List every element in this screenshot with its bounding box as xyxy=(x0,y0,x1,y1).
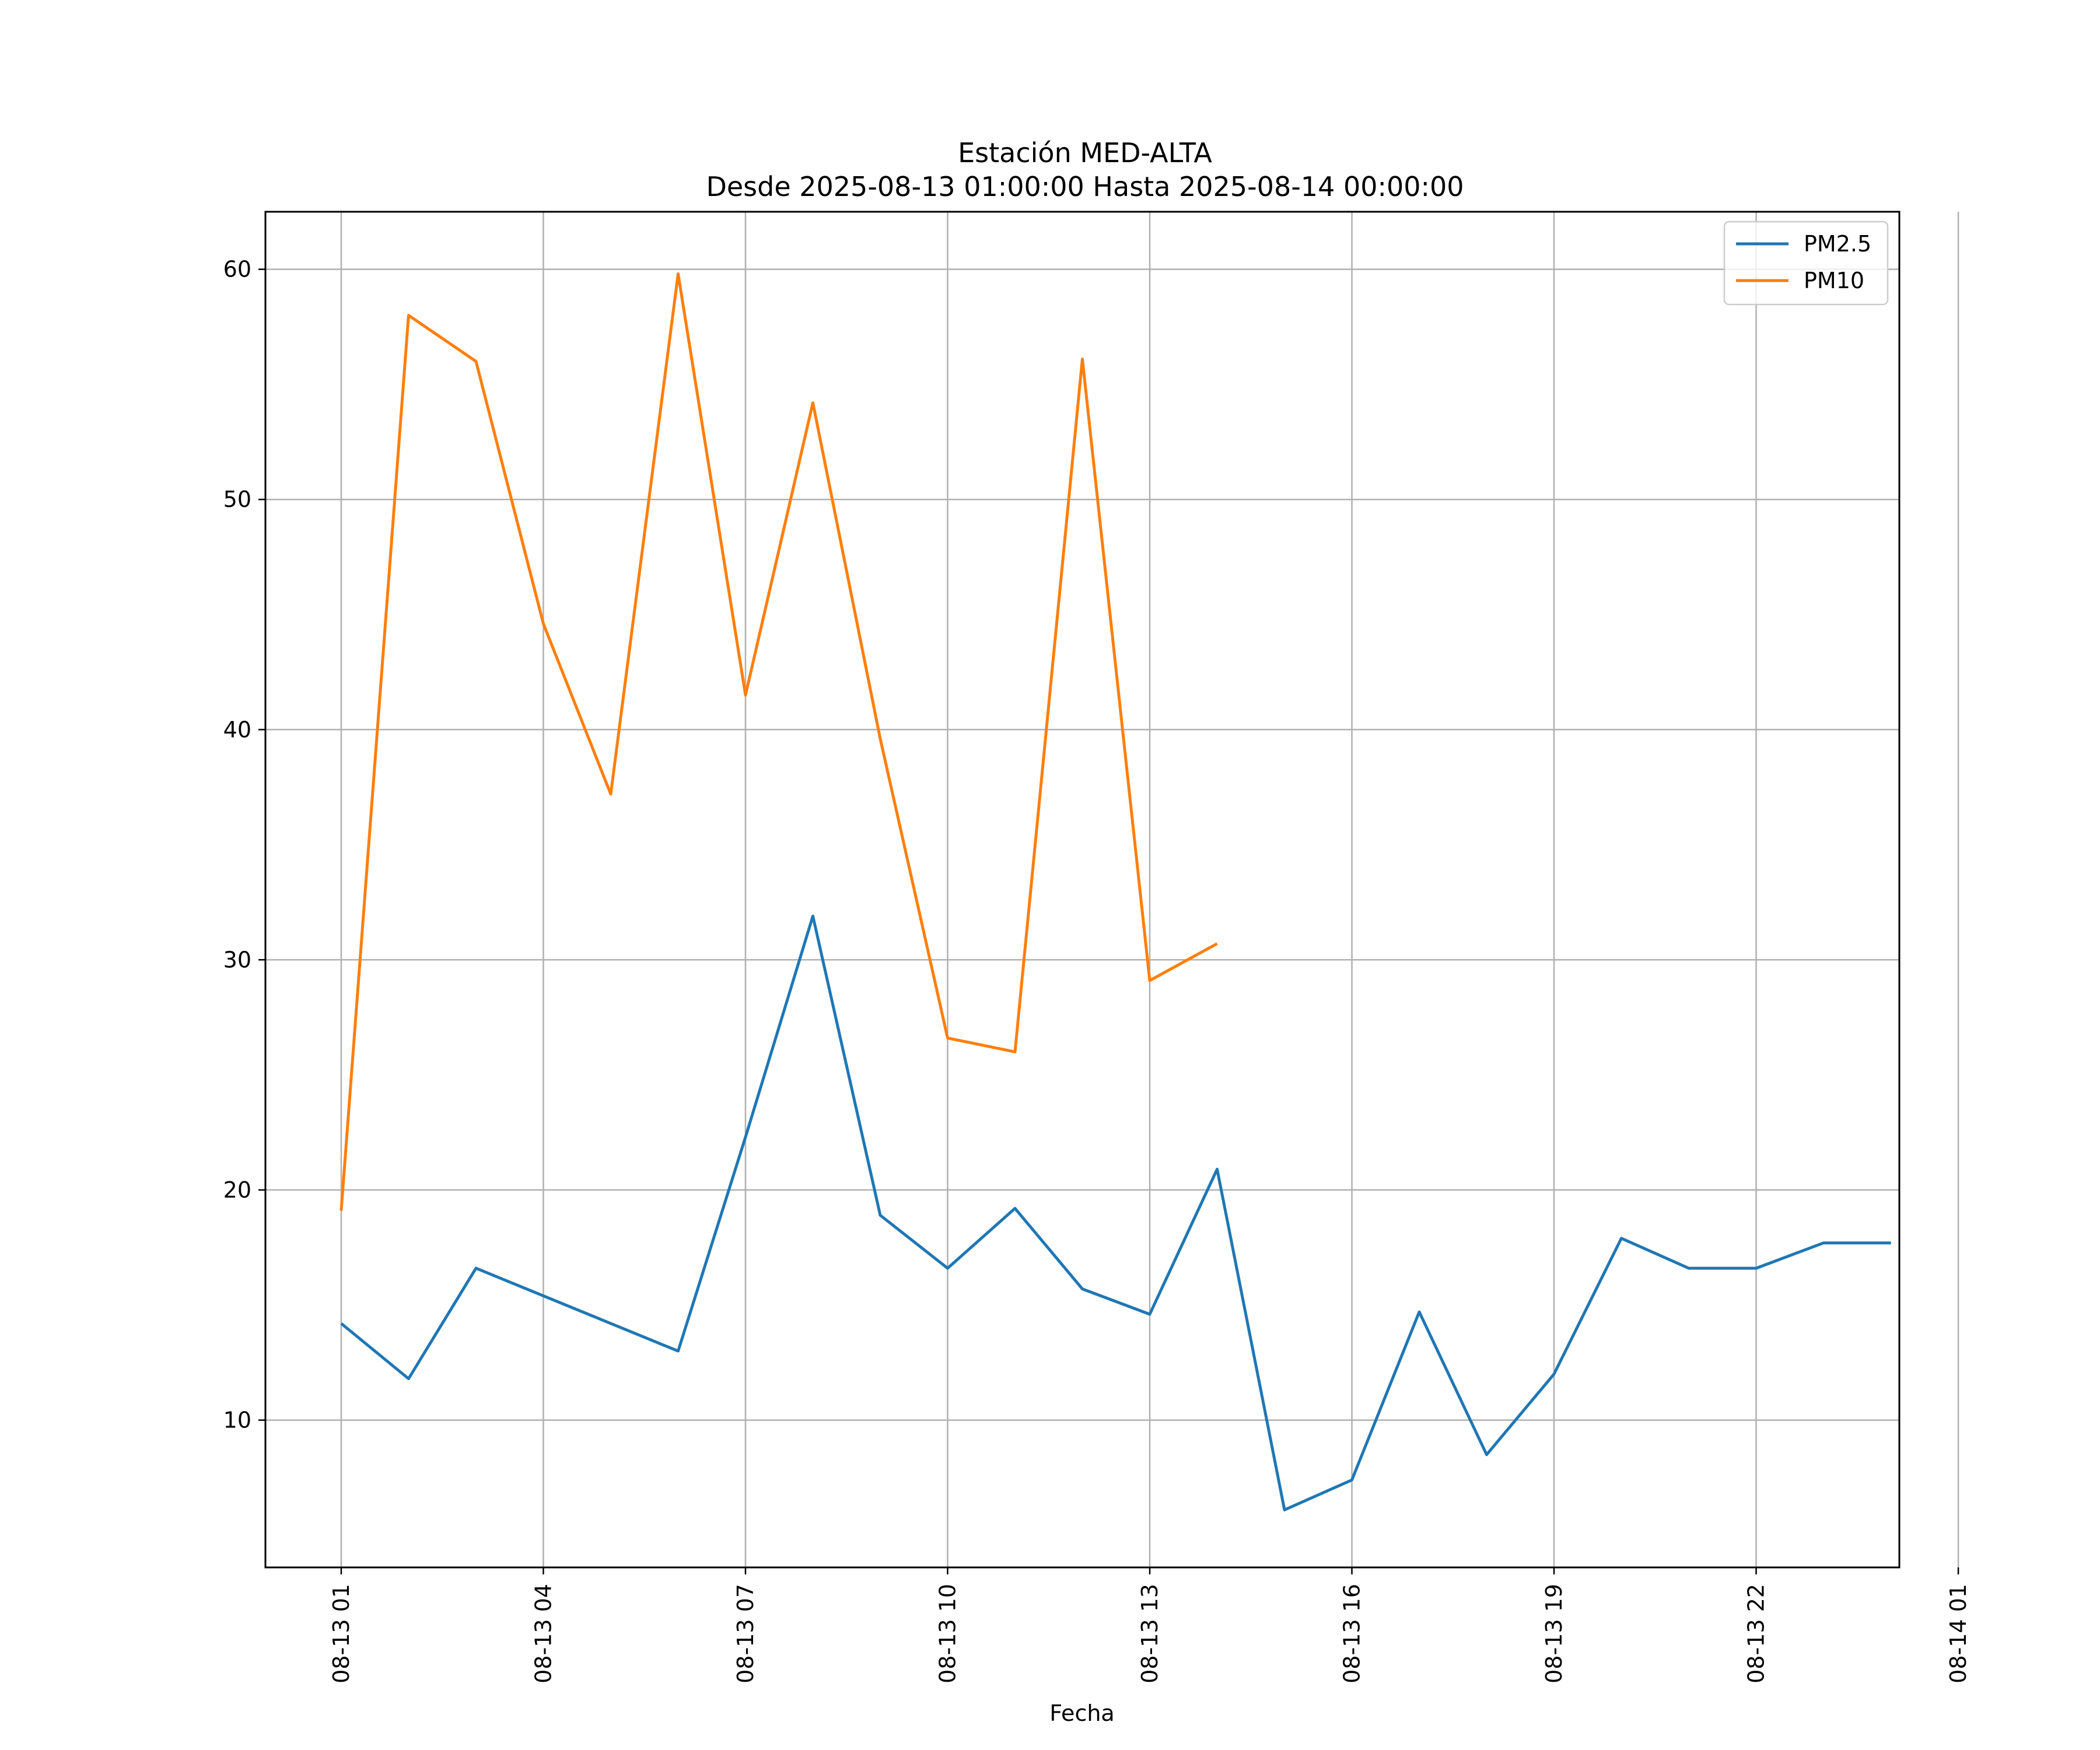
series-layer xyxy=(340,272,1891,1511)
grid-lines xyxy=(265,212,1959,1567)
legend: PM2.5 PM10 xyxy=(1723,220,1889,306)
y-tick-label: 20 xyxy=(223,1177,251,1203)
chart-title: Estación MED-ALTA xyxy=(958,137,1212,169)
x-axis-label: Fecha xyxy=(1049,1700,1114,1726)
x-axis: 08-13 01 08-13 04 08-13 07 08-13 10 08-13 13… xyxy=(328,1567,1971,1684)
x-tick-label: 08-14 01 xyxy=(1945,1584,1971,1684)
x-tick-label: 08-13 22 xyxy=(1744,1584,1769,1684)
y-tick-label: 60 xyxy=(223,257,251,282)
x-tick-label: 08-13 04 xyxy=(530,1584,556,1684)
x-tick-label: 08-13 13 xyxy=(1137,1584,1163,1684)
x-tick-label: 08-13 10 xyxy=(935,1584,960,1684)
y-tick-label: 40 xyxy=(223,717,251,743)
y-tick-label: 50 xyxy=(223,487,251,512)
plot-frame xyxy=(264,211,1901,1569)
y-tick-label: 30 xyxy=(223,947,251,972)
x-tick-label: 08-13 07 xyxy=(733,1584,758,1684)
legend-label-pm25: PM2.5 xyxy=(1804,231,1871,257)
chart-subtitle: Desde 2025-08-13 01:00:00 Hasta 2025-08-… xyxy=(706,171,1464,202)
series-line-pm25 xyxy=(340,914,1891,1511)
x-tick-label: 08-13 01 xyxy=(328,1584,354,1684)
series-line-pm10 xyxy=(340,272,1218,1211)
x-tick-label: 08-13 19 xyxy=(1541,1584,1567,1684)
y-tick-label: 10 xyxy=(223,1407,251,1433)
y-axis: 10 20 30 40 50 60 xyxy=(223,257,265,1433)
legend-label-pm10: PM10 xyxy=(1804,268,1864,293)
x-tick-label: 08-13 16 xyxy=(1339,1584,1365,1684)
